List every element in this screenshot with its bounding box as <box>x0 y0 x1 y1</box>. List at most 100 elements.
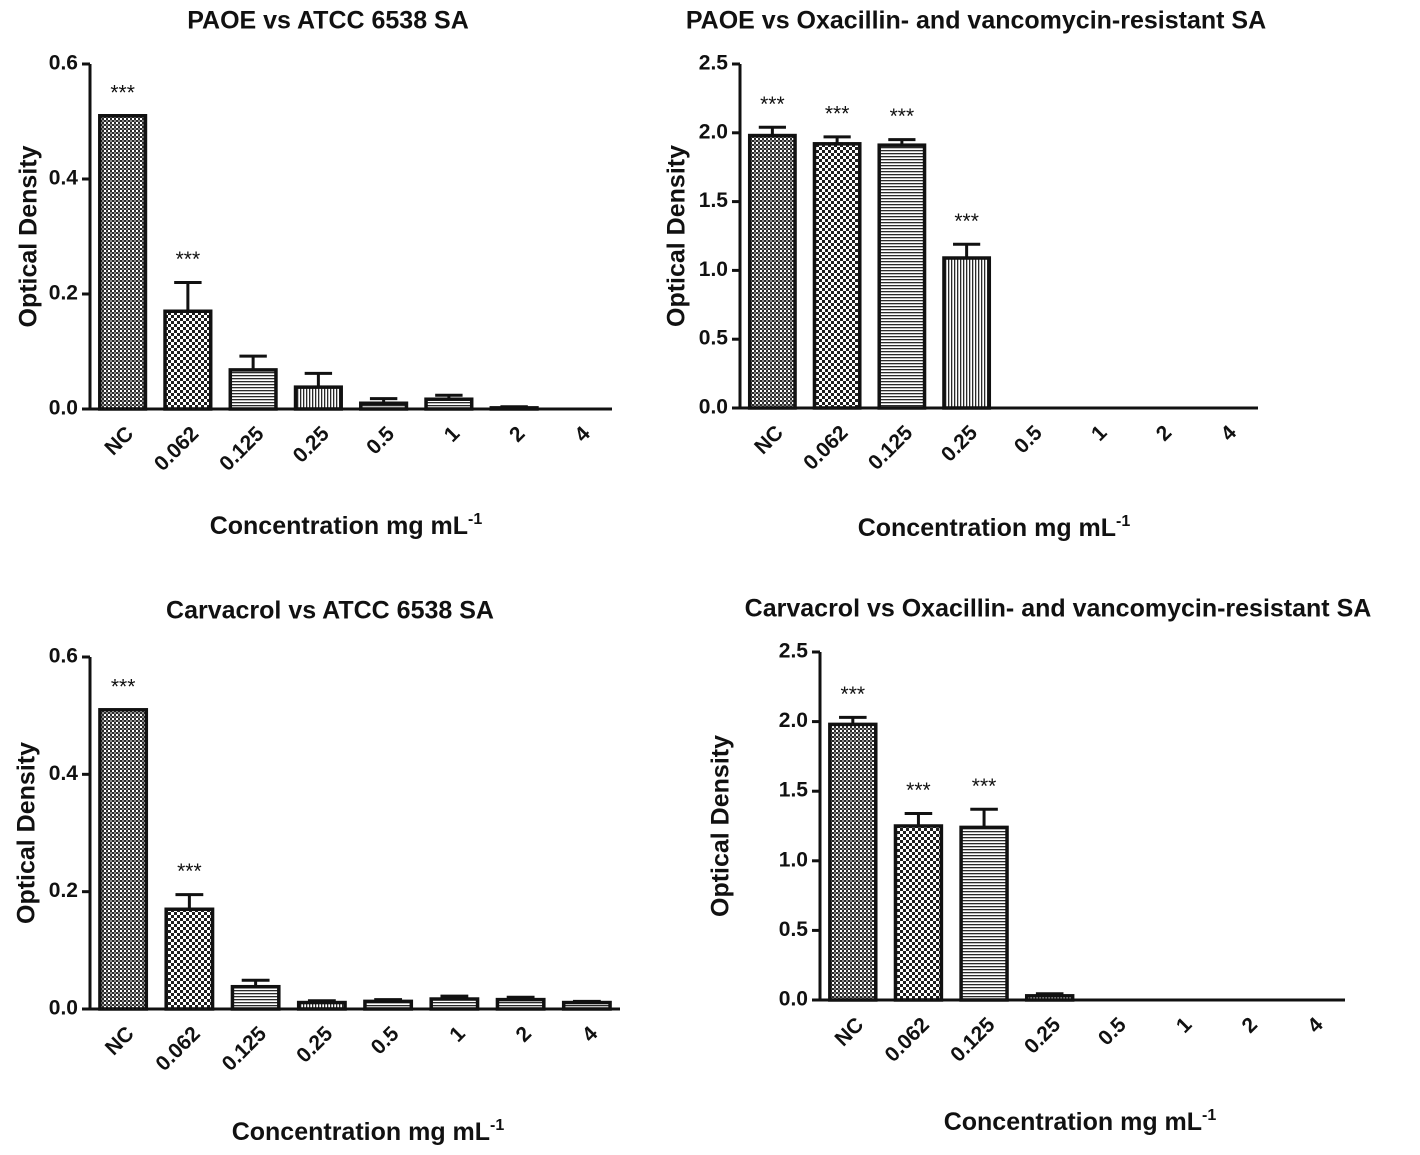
bar-0.25 <box>942 256 992 410</box>
y-tick-label: 0.2 <box>49 879 78 902</box>
bar-1 <box>429 997 480 1011</box>
x-tick-label: 4 <box>578 1022 603 1047</box>
x-tick-label: 4 <box>570 422 595 447</box>
x-tick-label: 0.125 <box>946 1013 1000 1067</box>
y-tick-label: 0.0 <box>49 397 78 420</box>
significance-label: *** <box>177 860 202 883</box>
chart-title: Carvacrol vs Oxacillin- and vancomycin-r… <box>745 595 1372 623</box>
x-axis-label-superscript: -1 <box>1116 513 1130 530</box>
x-tick-label: NC <box>100 422 138 460</box>
x-axis-label-text: Concentration mg mL <box>210 512 468 540</box>
bar-2 <box>495 997 546 1011</box>
significance-label: *** <box>890 105 915 128</box>
significance-label: *** <box>954 210 979 233</box>
bar-0.25 <box>296 1000 347 1011</box>
bar-0.062 <box>164 907 215 1011</box>
x-tick-label: 2 <box>505 422 530 447</box>
y-tick-label: 0.5 <box>779 918 809 941</box>
y-tick-label: 0.2 <box>49 282 78 305</box>
y-axis-label: Optical Density <box>15 145 43 327</box>
bar-0.062 <box>163 309 213 411</box>
x-tick-label: NC <box>750 421 788 459</box>
x-tick-label: 0.062 <box>150 422 203 475</box>
x-tick-label: NC <box>831 1013 869 1051</box>
y-tick-label: 2.0 <box>779 709 808 732</box>
x-axis-label: Concentration mg mL-1 <box>210 511 483 540</box>
bar-0.062 <box>812 142 862 410</box>
significance-label: *** <box>906 779 931 802</box>
y-tick-label: 0.6 <box>49 52 78 75</box>
y-axis-label: Optical Density <box>707 735 735 917</box>
x-tick-label: 1 <box>445 1022 470 1047</box>
x-tick-label: 0.125 <box>215 422 269 476</box>
x-tick-label: 1 <box>440 422 465 447</box>
bar-NC <box>828 722 878 1002</box>
x-tick-label: 0.125 <box>218 1022 272 1076</box>
y-tick-label: 0.0 <box>49 997 78 1020</box>
y-axis-label: Optical Density <box>663 145 691 327</box>
y-tick-label: 0.4 <box>49 762 79 785</box>
bar-0.5 <box>363 999 414 1011</box>
significance-label: *** <box>825 102 850 125</box>
bar-0.125 <box>959 825 1009 1002</box>
y-tick-label: 1.5 <box>699 189 729 212</box>
bar-0.062 <box>893 824 944 1002</box>
bar-0.125 <box>230 984 281 1011</box>
x-axis-label-text: Concentration mg mL <box>944 1108 1202 1136</box>
chart-panel-1: PAOE vs ATCC 6538 SA 0.0 0.2 0.4 0.6 Optical … <box>15 7 612 540</box>
chart-title: Carvacrol vs ATCC 6538 SA <box>166 597 494 625</box>
bar-0.125 <box>228 368 278 411</box>
y-axis-label: Optical Density <box>13 742 41 924</box>
y-tick-label: 2.5 <box>699 52 729 75</box>
significance-label: *** <box>176 248 201 271</box>
x-tick-label: 0.25 <box>289 422 334 467</box>
y-tick-label: 1.0 <box>779 848 808 871</box>
x-tick-label: 0.5 <box>362 422 399 459</box>
x-tick-label: 0.062 <box>880 1013 933 1066</box>
x-tick-label: 0.25 <box>937 421 982 466</box>
x-tick-label: 0.25 <box>292 1022 337 1067</box>
y-tick-label: 1.5 <box>779 779 809 802</box>
significance-label: *** <box>972 775 997 798</box>
bar-0.125 <box>877 143 927 410</box>
x-axis-label-superscript: -1 <box>1202 1107 1216 1124</box>
bar-4 <box>561 1000 612 1011</box>
x-axis-label: Concentration mg mL-1 <box>232 1117 505 1146</box>
bar-1 <box>424 397 474 411</box>
bar-0.5 <box>359 401 409 411</box>
y-tick-label: 0.0 <box>779 988 808 1011</box>
x-axis-label: Concentration mg mL-1 <box>944 1107 1217 1136</box>
x-axis-label-text: Concentration mg mL <box>858 514 1116 542</box>
x-tick-label: 0.125 <box>864 421 918 475</box>
bar-NC <box>98 114 148 411</box>
chart-panel-3: Carvacrol vs ATCC 6538 SA 0.0 0.2 0.4 0.6 Opt… <box>13 597 620 1146</box>
x-tick-label: 0.5 <box>1010 421 1047 458</box>
chart-panel-4: Carvacrol vs Oxacillin- and vancomycin-r… <box>707 595 1372 1136</box>
significance-label: *** <box>111 675 136 698</box>
x-tick-label: 0.062 <box>151 1022 204 1075</box>
x-tick-label: 1 <box>1172 1013 1197 1038</box>
chart-title: PAOE vs ATCC 6538 SA <box>187 7 469 35</box>
chart-title: PAOE vs Oxacillin- and vancomycin-resist… <box>686 7 1266 35</box>
x-tick-label: 2 <box>1237 1013 1262 1038</box>
x-tick-label: 1 <box>1087 421 1112 446</box>
x-tick-label: 0.062 <box>799 421 852 474</box>
x-tick-label: 0.5 <box>367 1022 404 1059</box>
chart-panel-2: PAOE vs Oxacillin- and vancomycin-resist… <box>663 7 1267 542</box>
y-tick-label: 0.0 <box>699 396 728 419</box>
bar-NC <box>747 133 797 410</box>
bar-0.25 <box>1024 994 1075 1002</box>
x-axis-label: Concentration mg mL-1 <box>858 513 1131 542</box>
x-axis-label-superscript: -1 <box>490 1117 504 1134</box>
significance-label: *** <box>841 683 866 706</box>
bar-2 <box>489 406 539 411</box>
x-tick-label: 2 <box>1152 421 1177 446</box>
bar-NC <box>98 708 149 1011</box>
bar-0.25 <box>293 385 343 411</box>
y-tick-label: 0.6 <box>49 645 78 668</box>
x-tick-label: 4 <box>1303 1013 1328 1038</box>
y-tick-label: 0.5 <box>699 327 729 350</box>
y-tick-label: 1.0 <box>699 258 728 281</box>
